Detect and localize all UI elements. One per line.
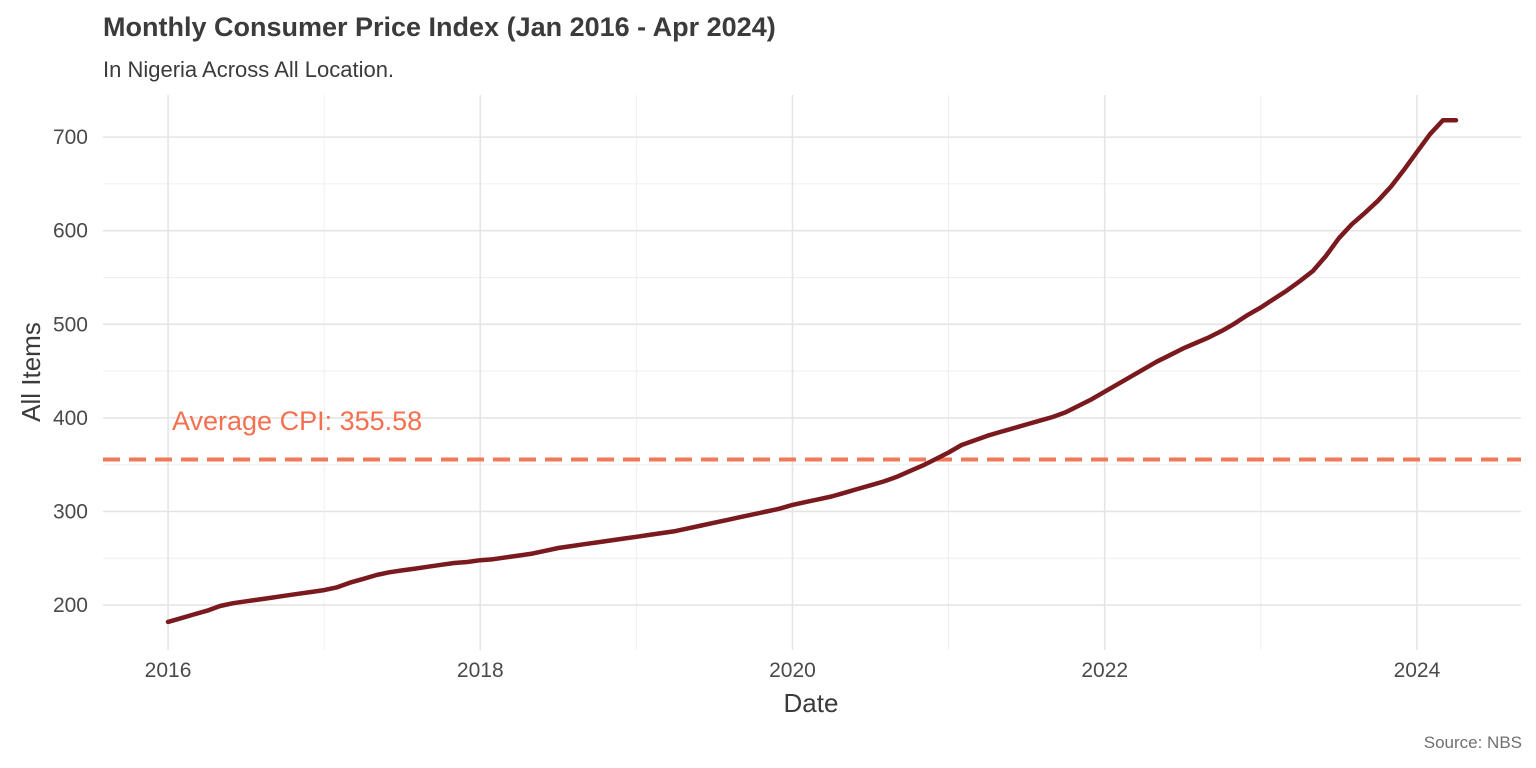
y-axis-ticks: 200 300 400 500 600 700 xyxy=(53,126,88,617)
x-tick-label: 2016 xyxy=(145,659,192,682)
y-tick-label: 600 xyxy=(53,220,88,243)
major-gridlines xyxy=(103,95,1521,650)
x-tick-label: 2018 xyxy=(457,659,504,682)
y-tick-label: 300 xyxy=(53,500,88,523)
y-axis-title: All Items xyxy=(16,322,46,422)
x-tick-label: 2024 xyxy=(1394,659,1441,682)
chart-subtitle: In Nigeria Across All Location. xyxy=(103,57,395,82)
x-tick-label: 2022 xyxy=(1081,659,1128,682)
average-cpi-label: Average CPI: 355.58 xyxy=(172,406,422,436)
x-axis-ticks: 2016 2018 2020 2022 2024 xyxy=(145,659,1441,682)
minor-gridlines xyxy=(103,95,1521,650)
x-axis-title: Date xyxy=(784,688,839,718)
y-tick-label: 500 xyxy=(53,313,88,336)
chart-title: Monthly Consumer Price Index (Jan 2016 -… xyxy=(103,12,776,42)
cpi-series-line xyxy=(165,118,1459,625)
x-tick-label: 2020 xyxy=(769,659,816,682)
source-caption: Source: NBS xyxy=(1423,733,1522,752)
y-tick-label: 700 xyxy=(53,126,88,149)
y-tick-label: 400 xyxy=(53,407,88,430)
y-tick-label: 200 xyxy=(53,594,88,617)
